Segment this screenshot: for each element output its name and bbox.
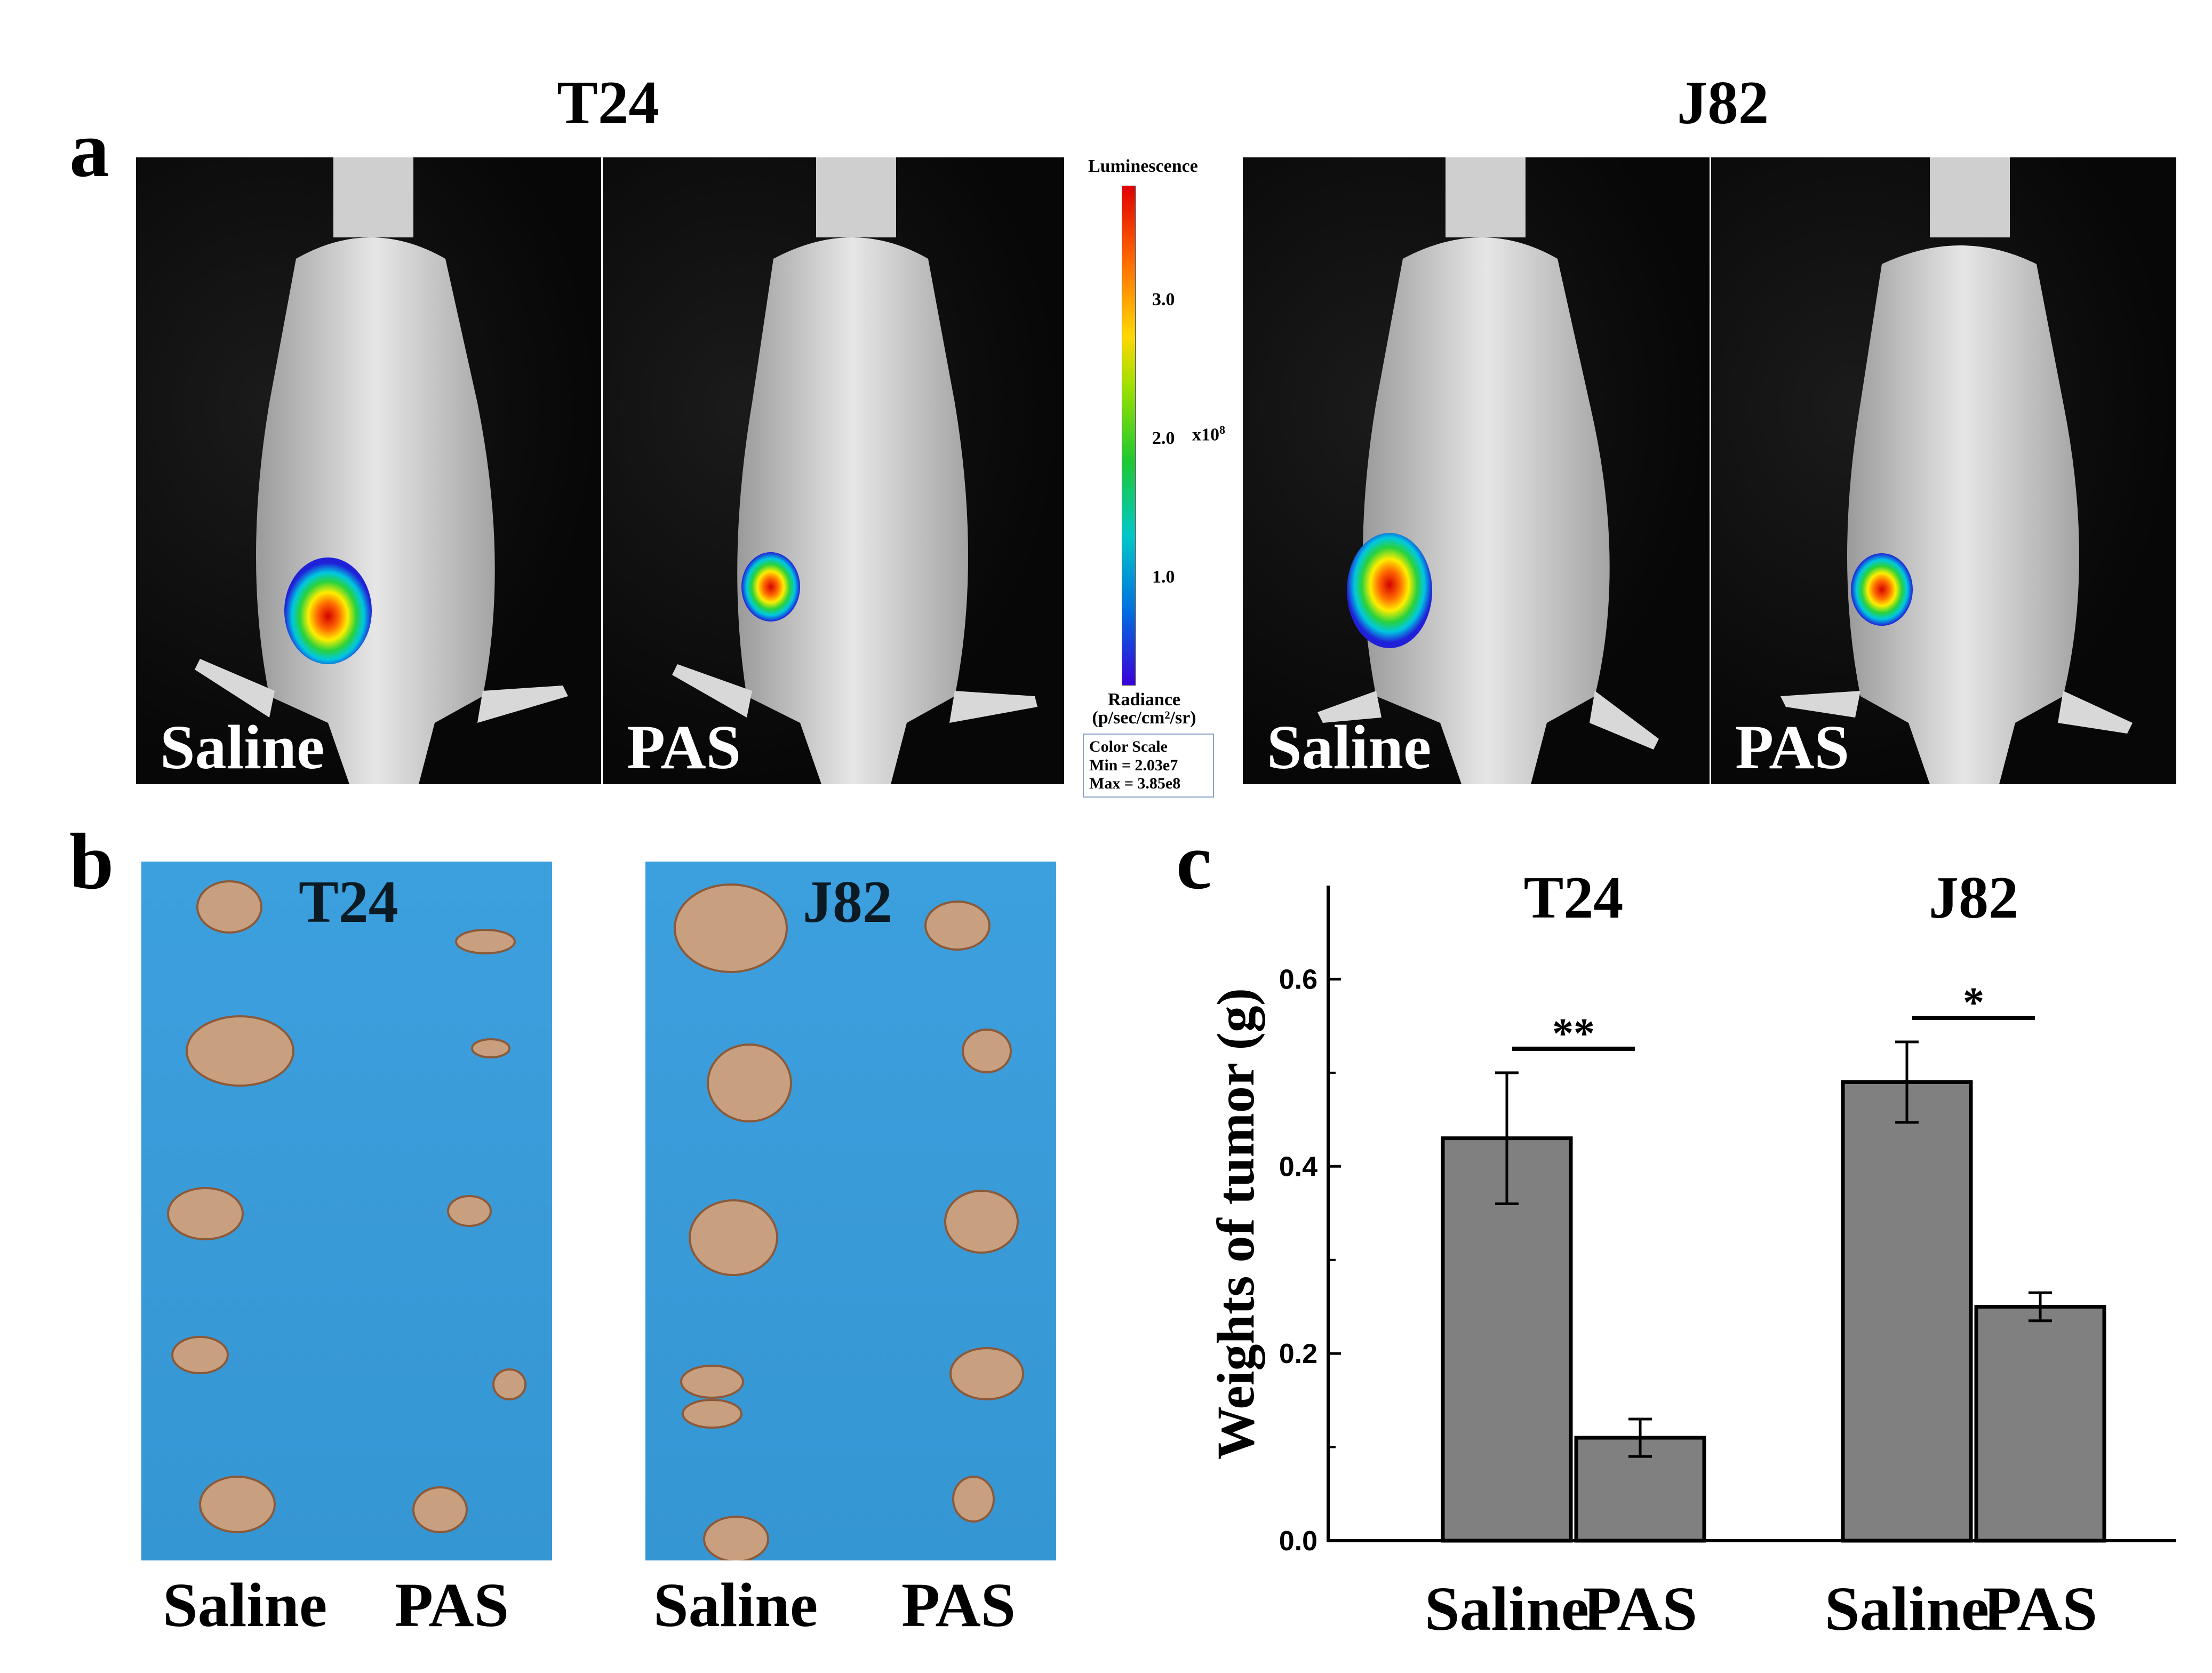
mouse-image-t24-pas: PAS	[603, 157, 1064, 784]
y-axis-title: Weights of tumor (g)	[1206, 988, 1265, 1460]
x-category-label: Saline	[1425, 1574, 1589, 1644]
colorbar-multiplier: x108	[1192, 424, 1225, 444]
panel-c-letter: c	[1176, 817, 1212, 906]
colorbar-tick: 3.0	[1152, 290, 1175, 309]
mouse-graphic	[195, 157, 568, 784]
panel-a-heading-j82: J82	[1676, 69, 1769, 137]
radiance-line-1: Radiance	[1108, 690, 1180, 710]
panel-a-heading-t24: T24	[557, 69, 659, 137]
mouse-graphic	[1780, 157, 2133, 784]
chart-bars	[1441, 1040, 2106, 1543]
mouse-label-saline: Saline	[160, 712, 325, 782]
tumor-label-pas: PAS	[901, 1570, 1016, 1640]
tumor-label-saline: Saline	[163, 1570, 328, 1640]
mouse-label-saline: Saline	[1267, 712, 1432, 782]
y-tick-label: 0.0	[1279, 1526, 1317, 1557]
bar	[1441, 1136, 1573, 1543]
colorbar-multiplier-exponent: 8	[1219, 423, 1225, 436]
color-scale-title: Color Scale	[1089, 738, 1168, 755]
y-tick-label: 0.4	[1279, 1151, 1317, 1182]
tumor-label-pas: PAS	[395, 1570, 509, 1640]
bar	[1841, 1080, 1973, 1543]
y-tick-label: 0.6	[1279, 964, 1317, 995]
colorbar-tick: 1.0	[1152, 567, 1175, 587]
tumor-label-saline: Saline	[653, 1570, 818, 1640]
colorbar-tick: 2.0	[1152, 428, 1175, 448]
radiance-line-2: (p/sec/cm²/sr)	[1092, 708, 1196, 728]
colorbar-multiplier-base: x10	[1192, 425, 1219, 445]
x-category-label: PAS	[1983, 1574, 2097, 1644]
color-scale-box: Color Scale Min = 2.03e7 Max = 3.85e8	[1083, 734, 1214, 798]
group-heading: T24	[1524, 865, 1624, 931]
bar	[1974, 1304, 2106, 1543]
colorbar-radiance-label: Radiance (p/sec/cm²/sr)	[1091, 691, 1197, 727]
tumor-specimens	[167, 880, 526, 1533]
mouse-image-j82-saline: Saline	[1243, 157, 1710, 784]
tumor-photo-title: J82	[803, 869, 892, 935]
significance-marker: **	[1552, 1010, 1595, 1057]
tumor-specimens	[674, 883, 1024, 1560]
mouse-graphic	[672, 157, 1037, 784]
colorbar-title: Luminescence	[1088, 156, 1198, 176]
tumor-weight-bar-chart: 0.00.20.40.6 Weights of tumor (g)SalineP…	[1206, 865, 2176, 1644]
mouse-graphic	[1317, 157, 1659, 784]
significance-marker: *	[1963, 979, 1984, 1026]
tumor-photo-title: T24	[299, 869, 398, 935]
tumor-photo-t24: T24	[141, 862, 552, 1560]
mouse-label-pas: PAS	[627, 712, 741, 782]
y-tick-label: 0.2	[1279, 1339, 1317, 1369]
tumor-photo-j82: J82	[645, 862, 1056, 1560]
color-scale-max: Max = 3.85e8	[1089, 775, 1181, 792]
x-category-label: PAS	[1583, 1574, 1697, 1644]
panel-a-letter: a	[69, 105, 109, 194]
x-category-label: Saline	[1825, 1574, 1989, 1644]
chart-labels: Weights of tumor (g)SalinePAST24**Saline…	[1206, 865, 2097, 1644]
mouse-label-pas: PAS	[1735, 712, 1850, 782]
group-heading: J82	[1929, 865, 2018, 931]
panel-b-letter: b	[69, 817, 114, 906]
colorbar-gradient	[1122, 186, 1136, 686]
mouse-image-j82-pas: PAS	[1711, 157, 2176, 784]
mouse-image-t24-saline: Saline	[136, 157, 601, 784]
color-scale-min: Min = 2.03e7	[1089, 756, 1178, 774]
